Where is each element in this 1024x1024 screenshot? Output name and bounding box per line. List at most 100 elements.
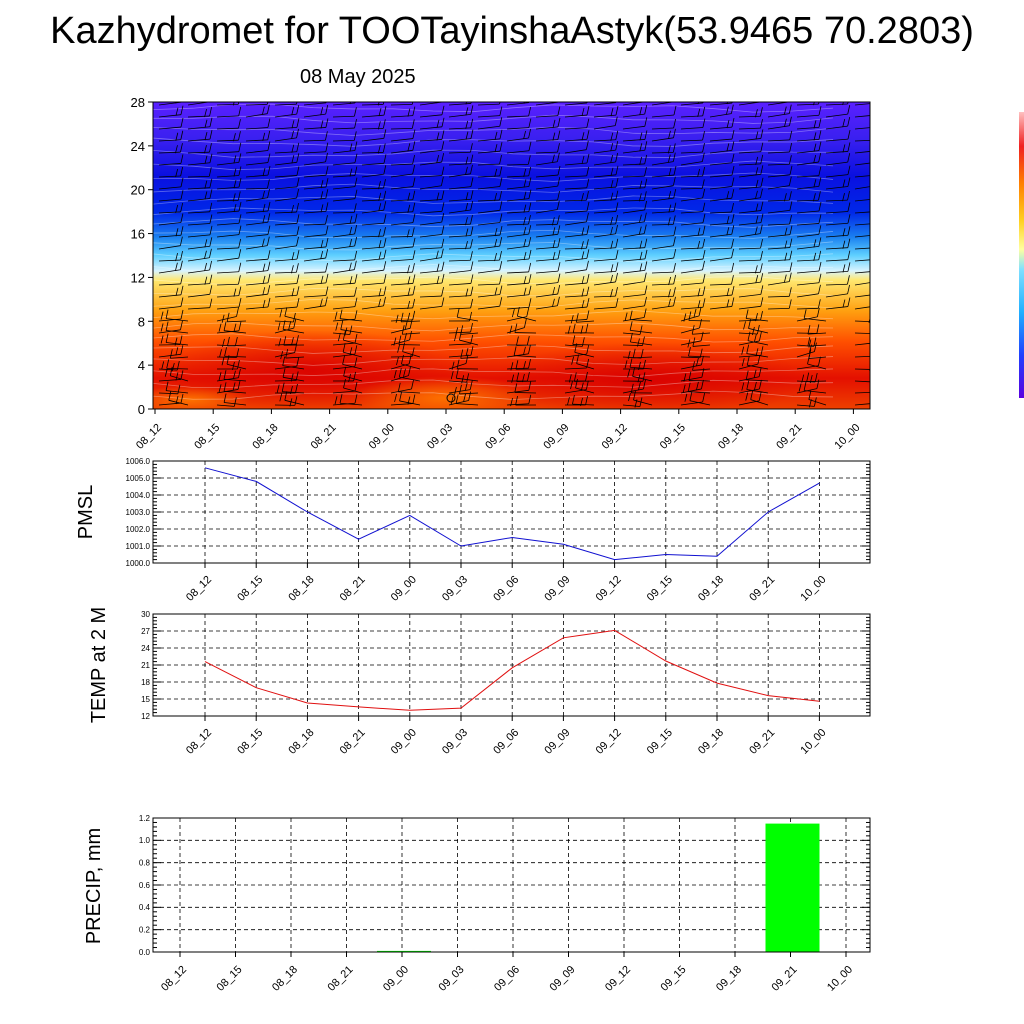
wind-barb-flag [204, 108, 207, 118]
wind-barb-flag [262, 190, 265, 200]
wind-barb-shaft [343, 351, 363, 358]
wind-barb-shaft [738, 210, 761, 214]
wind-barb-shaft [748, 328, 769, 334]
wind-barb-flag [586, 225, 590, 235]
wind-barb-flag [180, 320, 183, 330]
wind-barb-shaft [187, 187, 210, 190]
wind-barb-shaft [535, 161, 558, 166]
wind-barb-shaft [303, 257, 326, 262]
wind-barb-flag [842, 228, 846, 237]
y-tick-label: 21 [141, 661, 150, 670]
wind-barb-shaft [274, 294, 298, 298]
wind-barb-flag [165, 321, 169, 331]
wind-barb-flag [175, 168, 179, 178]
wind-barb-flag [668, 167, 672, 177]
wind-barb-flag [798, 383, 802, 392]
wind-barb-shaft [226, 363, 247, 370]
wind-barb-flag [261, 106, 265, 115]
wind-barb-flag [470, 286, 474, 296]
wind-barb-shaft [303, 210, 326, 214]
wind-barb-flag [262, 263, 266, 272]
wind-barb-flag [702, 166, 706, 177]
wind-barb-flag [760, 142, 764, 152]
wind-barb-flag [552, 251, 556, 261]
wind-barb-flag [586, 191, 589, 201]
wind-barb-flag [807, 325, 811, 335]
wind-barb-shaft [402, 332, 421, 335]
precip-ylabel: PRECIP, mm [83, 828, 105, 944]
wind-barb-flag [223, 370, 227, 380]
wind-barb-flag [644, 200, 648, 211]
wind-barb-flag [688, 311, 692, 321]
wind-barb-flag [610, 154, 614, 164]
wind-barb-flag [441, 166, 445, 176]
wind-barb-shaft [158, 294, 182, 298]
wind-barb-shaft [593, 102, 616, 106]
wind-barb-shaft [448, 235, 471, 238]
wind-barb-shaft [506, 198, 529, 202]
wind-barb-flag [813, 154, 817, 164]
wind-barb-flag [354, 310, 358, 320]
wind-barb-flag [296, 250, 300, 260]
wind-barb-shaft [517, 315, 537, 322]
wind-barb-flag [290, 385, 293, 395]
wind-barb-shaft [630, 329, 653, 334]
wind-barb-flag [262, 287, 266, 296]
wind-barb-shaft [709, 113, 732, 118]
wind-barb-flag [731, 141, 735, 151]
wind-barb-shaft [390, 283, 413, 286]
wind-barb-flag [412, 274, 416, 284]
y-tick-label: 1001.0 [126, 542, 151, 551]
wind-barb-shaft [303, 234, 327, 238]
wind-barb-shaft [767, 113, 790, 118]
wind-barb-shaft [564, 306, 588, 310]
wind-barb-shaft [274, 380, 297, 382]
pmsl-ylabel: PMSL [75, 485, 97, 539]
wind-barb-flag [818, 106, 822, 116]
wind-barb-flag [411, 102, 414, 105]
wind-barb-flag [262, 167, 266, 177]
wind-barb-flag [847, 202, 851, 212]
temp-x-axis: 08_12 08_15 08_18 08_21 09_00 09_03 09_06 09_09… [184, 716, 829, 757]
wind-barb-flag [528, 298, 532, 308]
wind-barb-shaft [390, 115, 413, 118]
wind-barb-flag [204, 262, 208, 272]
cross-section-x-axis: 08_12 08_15 08_18 08_21 09_00 09_03 09_06 09_09… [134, 409, 863, 452]
wind-barb-shaft [282, 365, 305, 370]
wind-barb-flag [277, 322, 281, 331]
wind-barb-flag [523, 179, 527, 188]
wind-barb-flag [175, 395, 179, 405]
wind-barb-flag [551, 217, 555, 226]
wind-barb-shaft [738, 363, 758, 370]
wind-barb-flag [296, 335, 299, 345]
y-tick-label: 1002.0 [126, 525, 151, 534]
wind-barb-shaft [680, 102, 704, 106]
precip-x-tick-label: 09_15 [659, 964, 689, 994]
wind-barb-flag [284, 307, 288, 317]
wind-barb-shaft [680, 364, 702, 370]
wind-barb-shaft [796, 161, 819, 166]
wind-barb-flag [556, 215, 560, 225]
wind-barb-shaft [854, 151, 870, 154]
wind-barb-shaft [804, 390, 827, 394]
wind-barb-shaft [390, 319, 413, 322]
wind-barb-shaft [361, 269, 384, 274]
wind-barb-flag [238, 142, 242, 152]
wind-barb-flag [354, 224, 358, 235]
wind-barb-flag [639, 180, 643, 189]
wind-barb-flag [747, 331, 751, 341]
wind-barb-shaft [709, 247, 732, 250]
wind-barb-flag [702, 273, 706, 284]
wind-barb-shaft [332, 175, 355, 178]
wind-barb-flag [581, 288, 585, 297]
wind-barb-shaft [854, 175, 870, 178]
wind-barb-flag [354, 166, 358, 176]
wind-barb-flag [702, 238, 706, 249]
wind-barb-flag [354, 141, 358, 151]
wind-barb-flag [615, 214, 619, 225]
wind-barb-flag [320, 120, 324, 129]
wind-barb-flag [262, 203, 266, 213]
